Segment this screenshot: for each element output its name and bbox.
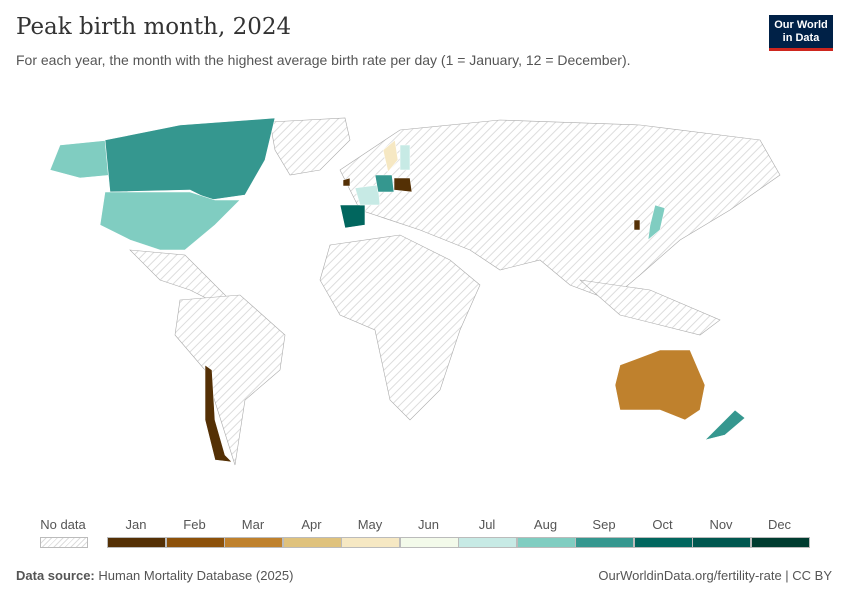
poland (393, 177, 413, 193)
owid-logo[interactable]: Our World in Data (769, 15, 833, 51)
legend-swatch-dec[interactable] (750, 537, 810, 548)
legend-label-may: May (357, 517, 383, 532)
legend-swatch-mar[interactable] (224, 537, 283, 548)
chart-title: Peak birth month, 2024 (16, 14, 292, 40)
eurasia (339, 119, 781, 301)
mexico-central-america (129, 249, 231, 306)
legend-swatch-may[interactable] (341, 537, 400, 548)
legend-swatch-jun[interactable] (399, 537, 459, 548)
united-states (99, 191, 241, 251)
chart-subtitle: For each year, the month with the highes… (16, 52, 631, 68)
legend-label-jun: Jun (418, 517, 439, 532)
legend-swatch-jan[interactable] (107, 537, 166, 548)
greenland (269, 117, 351, 176)
chile (204, 364, 233, 463)
legend-swatch-sep[interactable] (575, 537, 634, 548)
legend-swatch-nov[interactable] (692, 537, 751, 548)
germany (374, 174, 395, 193)
ireland (342, 177, 351, 187)
legend-swatch-apr[interactable] (282, 537, 342, 548)
legend-label-jan: Jan (125, 517, 147, 532)
legend-label-nov: Nov (709, 517, 733, 532)
legend-swatch-no-data (40, 537, 88, 548)
legend-swatch-aug[interactable] (516, 537, 576, 548)
legend-label-no-data: No data (40, 517, 86, 532)
legend-label-apr: Apr (301, 517, 322, 532)
legend-swatch-jul[interactable] (458, 537, 517, 548)
alaska (49, 139, 113, 179)
data-source: Data source: Human Mortality Database (2… (16, 568, 294, 583)
south-america (174, 294, 286, 466)
legend-swatch-feb[interactable] (165, 537, 225, 548)
canada (104, 117, 276, 201)
legend-label-sep: Sep (592, 517, 616, 532)
new-zealand (704, 409, 746, 441)
legend-label-mar: Mar (241, 517, 265, 532)
source-url[interactable]: OurWorldinData.org/fertility-rate | CC B… (598, 568, 832, 583)
world-map (49, 117, 781, 466)
legend: No data Jan Feb Mar Apr May Jun Jul Aug Sep Oct No… (0, 517, 850, 557)
spain (339, 204, 366, 229)
finland (399, 144, 411, 171)
southeast-asia (579, 279, 721, 336)
japan (647, 204, 666, 241)
legend-label-aug: Aug (533, 517, 558, 532)
legend-swatch-oct[interactable] (633, 537, 693, 548)
australia (614, 349, 706, 421)
legend-label-feb: Feb (183, 517, 206, 532)
france (354, 184, 381, 206)
legend-label-dec: Dec (767, 517, 792, 532)
legend-label-oct: Oct (652, 517, 673, 532)
africa (319, 234, 481, 421)
sweden (382, 139, 399, 173)
legend-label-jul: Jul (478, 517, 496, 532)
south-korea (633, 219, 641, 231)
